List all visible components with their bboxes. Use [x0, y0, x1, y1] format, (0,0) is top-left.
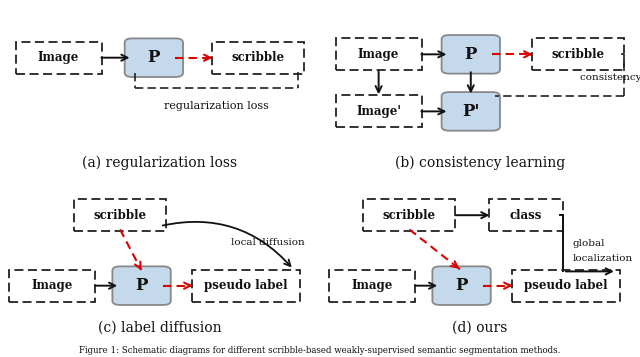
Text: local diffusion: local diffusion	[230, 237, 305, 247]
FancyBboxPatch shape	[15, 42, 102, 74]
FancyBboxPatch shape	[335, 95, 422, 127]
Text: scribble: scribble	[93, 209, 147, 222]
Text: (b) consistency learning: (b) consistency learning	[395, 156, 565, 170]
Text: P': P'	[462, 103, 479, 120]
Text: Image: Image	[358, 48, 399, 61]
Text: P: P	[456, 277, 468, 294]
Text: Figure 1: Schematic diagrams for different scribble-based weakly-supervised sema: Figure 1: Schematic diagrams for differe…	[79, 346, 561, 355]
FancyBboxPatch shape	[512, 270, 620, 302]
Text: P: P	[136, 277, 148, 294]
Text: (d) ours: (d) ours	[452, 320, 508, 334]
Text: (a) regularization loss: (a) regularization loss	[83, 156, 237, 170]
Text: scribble: scribble	[232, 51, 285, 64]
Text: Image': Image'	[356, 105, 401, 118]
FancyBboxPatch shape	[532, 39, 625, 70]
Text: scribble: scribble	[552, 48, 605, 61]
Text: Image: Image	[32, 279, 73, 292]
Text: (c) label diffusion: (c) label diffusion	[98, 320, 222, 334]
Text: Image: Image	[352, 279, 393, 292]
Text: class: class	[510, 209, 542, 222]
FancyBboxPatch shape	[10, 270, 95, 302]
FancyBboxPatch shape	[192, 270, 300, 302]
FancyBboxPatch shape	[489, 199, 563, 231]
FancyBboxPatch shape	[335, 39, 422, 70]
FancyBboxPatch shape	[74, 199, 166, 231]
Text: P: P	[148, 49, 160, 66]
FancyBboxPatch shape	[125, 39, 183, 77]
FancyBboxPatch shape	[442, 92, 500, 131]
FancyBboxPatch shape	[113, 266, 171, 305]
Text: pseudo label: pseudo label	[524, 279, 608, 292]
Text: global: global	[572, 239, 605, 248]
Text: localization: localization	[572, 254, 632, 263]
FancyBboxPatch shape	[433, 266, 491, 305]
Text: consistency loss: consistency loss	[580, 73, 640, 82]
Text: pseudo label: pseudo label	[204, 279, 288, 292]
FancyBboxPatch shape	[442, 35, 500, 74]
Text: regularization loss: regularization loss	[164, 101, 269, 111]
Text: Image: Image	[38, 51, 79, 64]
Text: P: P	[465, 46, 477, 63]
Text: scribble: scribble	[383, 209, 436, 222]
FancyBboxPatch shape	[212, 42, 305, 74]
FancyBboxPatch shape	[364, 199, 456, 231]
FancyBboxPatch shape	[330, 270, 415, 302]
FancyArrowPatch shape	[163, 222, 291, 266]
